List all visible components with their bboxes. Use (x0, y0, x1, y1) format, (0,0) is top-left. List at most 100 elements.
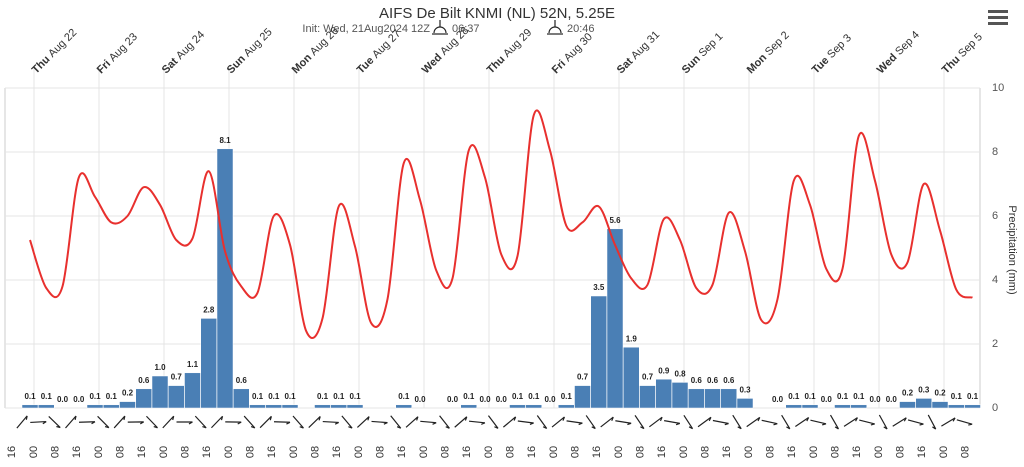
x-tick-label: 08 (115, 446, 127, 458)
wind-arrow (16, 415, 28, 429)
wind-arrow (551, 416, 566, 428)
x-tick-label: 16 (591, 446, 603, 458)
wind-arrow (697, 416, 712, 428)
wind-arrow (176, 421, 193, 425)
menu-bar (988, 10, 1008, 13)
bar (119, 401, 136, 409)
bar (688, 388, 705, 409)
bar-value-label: 0.1 (349, 392, 361, 401)
wind-arrow (843, 417, 858, 427)
bar (704, 388, 721, 409)
wind-arrow (97, 415, 110, 429)
wind-arrow (292, 415, 304, 429)
bar-value-label: 1.9 (626, 334, 638, 343)
bar-value-label: 0.1 (106, 392, 118, 401)
bar (151, 375, 169, 409)
bar-value-label: 0.0 (414, 395, 426, 404)
bar (346, 404, 364, 409)
x-tick-label: 00 (808, 446, 820, 458)
wind-arrow (712, 419, 729, 426)
wind-arrow (810, 419, 827, 426)
bar (86, 404, 104, 409)
y-tick-label: 6 (992, 210, 998, 222)
menu-bar (988, 16, 1008, 19)
x-tick-label: 08 (180, 446, 192, 458)
x-tick-label: 16 (656, 446, 668, 458)
day-label: Thu Aug 22 (30, 27, 80, 77)
wind-arrow (322, 420, 339, 425)
bar-value-label: 0.1 (284, 392, 296, 401)
day-label: Sat Aug 24 (160, 29, 207, 76)
bar-value-label: 0.6 (138, 376, 150, 385)
y-axis-title: Precipitation (mm) (1006, 205, 1018, 294)
wind-arrow (566, 420, 583, 426)
bar-value-label: 0.6 (707, 376, 719, 385)
y-tick-label: 8 (992, 146, 998, 158)
bar (233, 388, 250, 409)
wind-arrow (634, 415, 645, 430)
bar-value-label: 0.1 (398, 392, 410, 401)
x-tick-label: 16 (851, 446, 863, 458)
wind-arrow (795, 417, 810, 427)
wind-arrow (536, 415, 548, 430)
bar-value-label: 0.6 (723, 376, 735, 385)
x-tick-label: 08 (505, 446, 517, 458)
bar-value-label: 0.0 (496, 395, 508, 404)
wind-arrow (341, 415, 353, 429)
x-tick-label: 08 (635, 446, 647, 458)
day-label: Fri Aug 30 (550, 31, 595, 76)
wind-arrow (600, 416, 614, 428)
bar-value-label: 0.0 (73, 395, 85, 404)
wind-arrow (761, 419, 778, 426)
x-tick-label: 16 (396, 446, 408, 458)
bar-value-label: 0.1 (967, 392, 979, 401)
wind-arrow (371, 420, 388, 425)
wind-arrow (225, 421, 242, 425)
bar (574, 385, 591, 409)
bar-value-label: 0.0 (544, 395, 556, 404)
day-label: Thu Sep 5 (940, 31, 985, 76)
day-label: Tue Sep 3 (810, 32, 854, 76)
bar-value-label: 0.0 (886, 395, 898, 404)
x-tick-label: 00 (743, 446, 755, 458)
x-tick-label: 08 (960, 446, 972, 458)
day-label: Mon Sep 2 (745, 29, 792, 76)
bar (899, 401, 916, 409)
bar (964, 404, 981, 409)
x-tick-label: 16 (461, 446, 473, 458)
bar (216, 148, 234, 409)
wind-arrow (781, 414, 791, 430)
bar-value-label: 0.2 (902, 389, 914, 398)
bar-value-label: 0.1 (837, 392, 849, 401)
bar (948, 404, 965, 409)
x-tick-label: 16 (266, 446, 278, 458)
x-tick-label: 00 (613, 446, 625, 458)
day-label: Thu Aug 29 (485, 27, 535, 77)
wind-arrow (468, 420, 486, 425)
wind-arrow (162, 415, 175, 429)
y-tick-label: 10 (992, 82, 1004, 94)
wind-arrow (420, 420, 437, 425)
bar (606, 228, 624, 409)
menu-button[interactable] (988, 10, 1008, 25)
sunrise-time: 06:37 (452, 23, 480, 35)
day-date: Sep 3 (825, 32, 854, 61)
y-tick-label: 4 (992, 274, 998, 286)
bar (525, 404, 542, 409)
bar-value-label: 0.6 (236, 376, 248, 385)
x-tick-label: 08 (375, 446, 387, 458)
bar-value-label: 0.1 (268, 392, 280, 401)
x-tick-label: 00 (548, 446, 560, 458)
wind-arrow (829, 414, 840, 430)
x-tick-label: 16 (721, 446, 733, 458)
wind-arrow (113, 415, 126, 429)
x-tick-label: 16 (136, 446, 148, 458)
bar (655, 378, 672, 409)
chart-subtitle: Init: Wed, 21Aug2024 12Z (302, 23, 430, 35)
day-date: Aug 23 (107, 31, 140, 64)
bar (801, 404, 819, 409)
bar (103, 404, 120, 409)
bar-value-label: 0.0 (447, 395, 459, 404)
wind-arrow (405, 416, 419, 428)
wind-arrow (859, 419, 875, 426)
